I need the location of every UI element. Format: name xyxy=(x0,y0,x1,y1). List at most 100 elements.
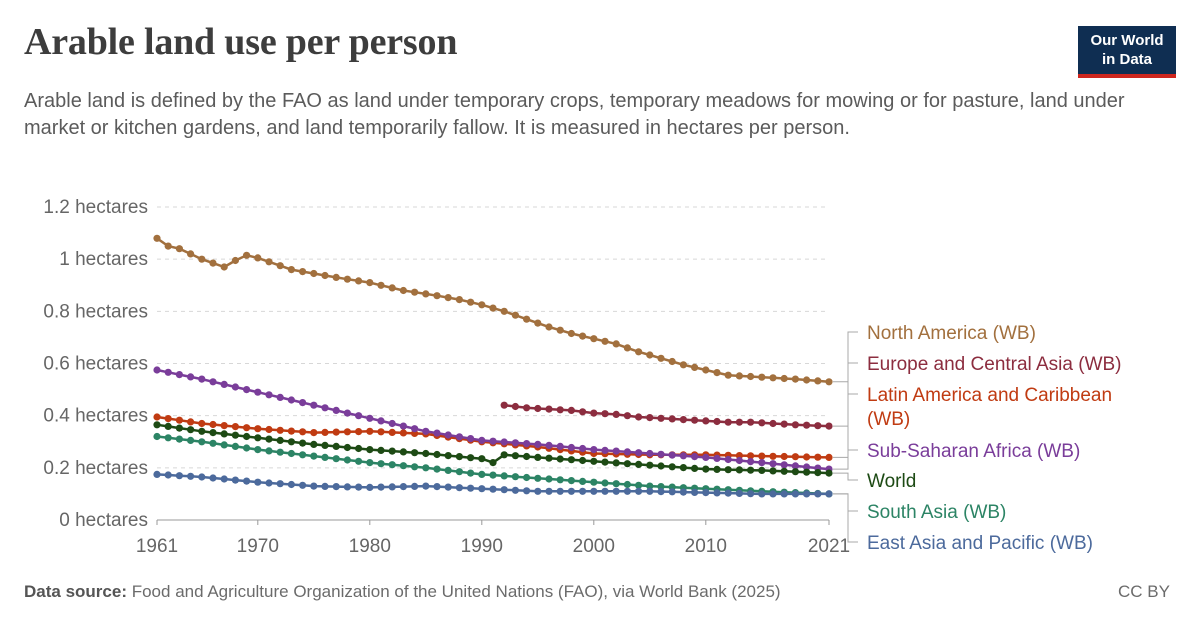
data-point[interactable] xyxy=(444,452,452,460)
data-point[interactable] xyxy=(803,463,811,471)
data-point[interactable] xyxy=(769,460,777,468)
data-point[interactable] xyxy=(321,428,329,436)
data-point[interactable] xyxy=(747,458,755,466)
data-point[interactable] xyxy=(635,348,643,356)
data-point[interactable] xyxy=(433,483,441,491)
data-point[interactable] xyxy=(758,373,766,381)
data-point[interactable] xyxy=(646,461,654,469)
data-point[interactable] xyxy=(243,424,251,432)
data-point[interactable] xyxy=(355,428,363,436)
data-point[interactable] xyxy=(243,444,251,452)
data-point[interactable] xyxy=(388,419,396,428)
data-point[interactable] xyxy=(646,482,654,490)
data-point[interactable] xyxy=(243,251,251,259)
data-point[interactable] xyxy=(175,472,183,480)
data-point[interactable] xyxy=(534,474,542,482)
data-point[interactable] xyxy=(310,401,318,409)
license-label[interactable]: CC BY xyxy=(1118,582,1170,601)
data-point[interactable] xyxy=(511,452,519,460)
data-point[interactable] xyxy=(455,296,463,304)
series-world[interactable] xyxy=(153,421,833,477)
data-point[interactable] xyxy=(287,427,295,435)
data-point[interactable] xyxy=(780,461,788,469)
data-point[interactable] xyxy=(556,455,564,463)
data-point[interactable] xyxy=(523,440,531,448)
data-point[interactable] xyxy=(455,484,463,492)
data-point[interactable] xyxy=(523,452,531,461)
data-point[interactable] xyxy=(265,258,273,266)
data-point[interactable] xyxy=(467,454,475,462)
data-point[interactable] xyxy=(198,375,206,383)
data-point[interactable] xyxy=(567,406,576,414)
data-point[interactable] xyxy=(455,468,463,476)
data-point[interactable] xyxy=(825,469,833,477)
data-point[interactable] xyxy=(679,488,688,496)
data-point[interactable] xyxy=(164,471,172,479)
data-point[interactable] xyxy=(287,480,295,489)
data-point[interactable] xyxy=(388,447,396,455)
data-point[interactable] xyxy=(321,482,329,490)
data-point[interactable] xyxy=(679,361,688,369)
data-point[interactable] xyxy=(254,388,262,396)
data-point[interactable] xyxy=(220,422,228,430)
data-point[interactable] xyxy=(243,386,251,394)
data-point[interactable] xyxy=(635,449,643,457)
data-point[interactable] xyxy=(623,480,632,489)
data-point[interactable] xyxy=(198,438,206,446)
data-point[interactable] xyxy=(422,482,430,490)
data-point[interactable] xyxy=(444,466,452,474)
data-point[interactable] xyxy=(691,464,699,472)
data-point[interactable] xyxy=(388,284,396,292)
data-point[interactable] xyxy=(153,470,161,478)
data-point[interactable] xyxy=(523,404,531,412)
series-label[interactable]: East Asia and Pacific (WB) xyxy=(867,533,1093,554)
data-point[interactable] xyxy=(545,441,553,449)
data-point[interactable] xyxy=(825,422,833,430)
data-point[interactable] xyxy=(388,461,396,469)
data-point[interactable] xyxy=(175,435,183,443)
data-point[interactable] xyxy=(590,487,598,495)
data-point[interactable] xyxy=(287,396,295,404)
data-point[interactable] xyxy=(567,456,576,464)
data-point[interactable] xyxy=(691,488,699,496)
data-point[interactable] xyxy=(679,416,688,424)
series-europe-and-central-asia-wb[interactable] xyxy=(500,401,833,430)
data-point[interactable] xyxy=(467,469,475,477)
data-point[interactable] xyxy=(355,457,363,465)
data-point[interactable] xyxy=(343,443,351,452)
data-point[interactable] xyxy=(254,425,262,433)
data-point[interactable] xyxy=(276,262,284,270)
data-point[interactable] xyxy=(679,452,688,460)
data-point[interactable] xyxy=(523,315,531,323)
data-point[interactable] xyxy=(399,429,407,437)
data-point[interactable] xyxy=(411,288,419,296)
data-point[interactable] xyxy=(747,490,755,498)
data-point[interactable] xyxy=(825,490,833,498)
data-point[interactable] xyxy=(556,476,564,484)
data-point[interactable] xyxy=(332,428,340,436)
data-point[interactable] xyxy=(747,466,755,474)
data-point[interactable] xyxy=(601,458,609,466)
data-point[interactable] xyxy=(500,307,508,315)
data-point[interactable] xyxy=(702,366,710,374)
data-point[interactable] xyxy=(691,416,699,424)
data-point[interactable] xyxy=(612,459,620,467)
data-point[interactable] xyxy=(299,481,307,489)
data-point[interactable] xyxy=(713,417,721,426)
data-point[interactable] xyxy=(769,419,777,428)
data-point[interactable] xyxy=(534,453,542,461)
data-point[interactable] xyxy=(265,435,273,443)
data-point[interactable] xyxy=(735,466,744,474)
data-point[interactable] xyxy=(332,442,340,450)
data-point[interactable] xyxy=(747,452,755,460)
data-point[interactable] xyxy=(803,453,811,461)
data-point[interactable] xyxy=(489,485,497,493)
data-point[interactable] xyxy=(332,483,340,491)
data-point[interactable] xyxy=(366,459,374,467)
data-point[interactable] xyxy=(567,477,576,485)
data-point[interactable] xyxy=(231,442,239,450)
data-point[interactable] xyxy=(366,483,374,491)
data-point[interactable] xyxy=(791,375,800,383)
data-point[interactable] xyxy=(679,464,688,472)
data-point[interactable] xyxy=(310,429,318,437)
